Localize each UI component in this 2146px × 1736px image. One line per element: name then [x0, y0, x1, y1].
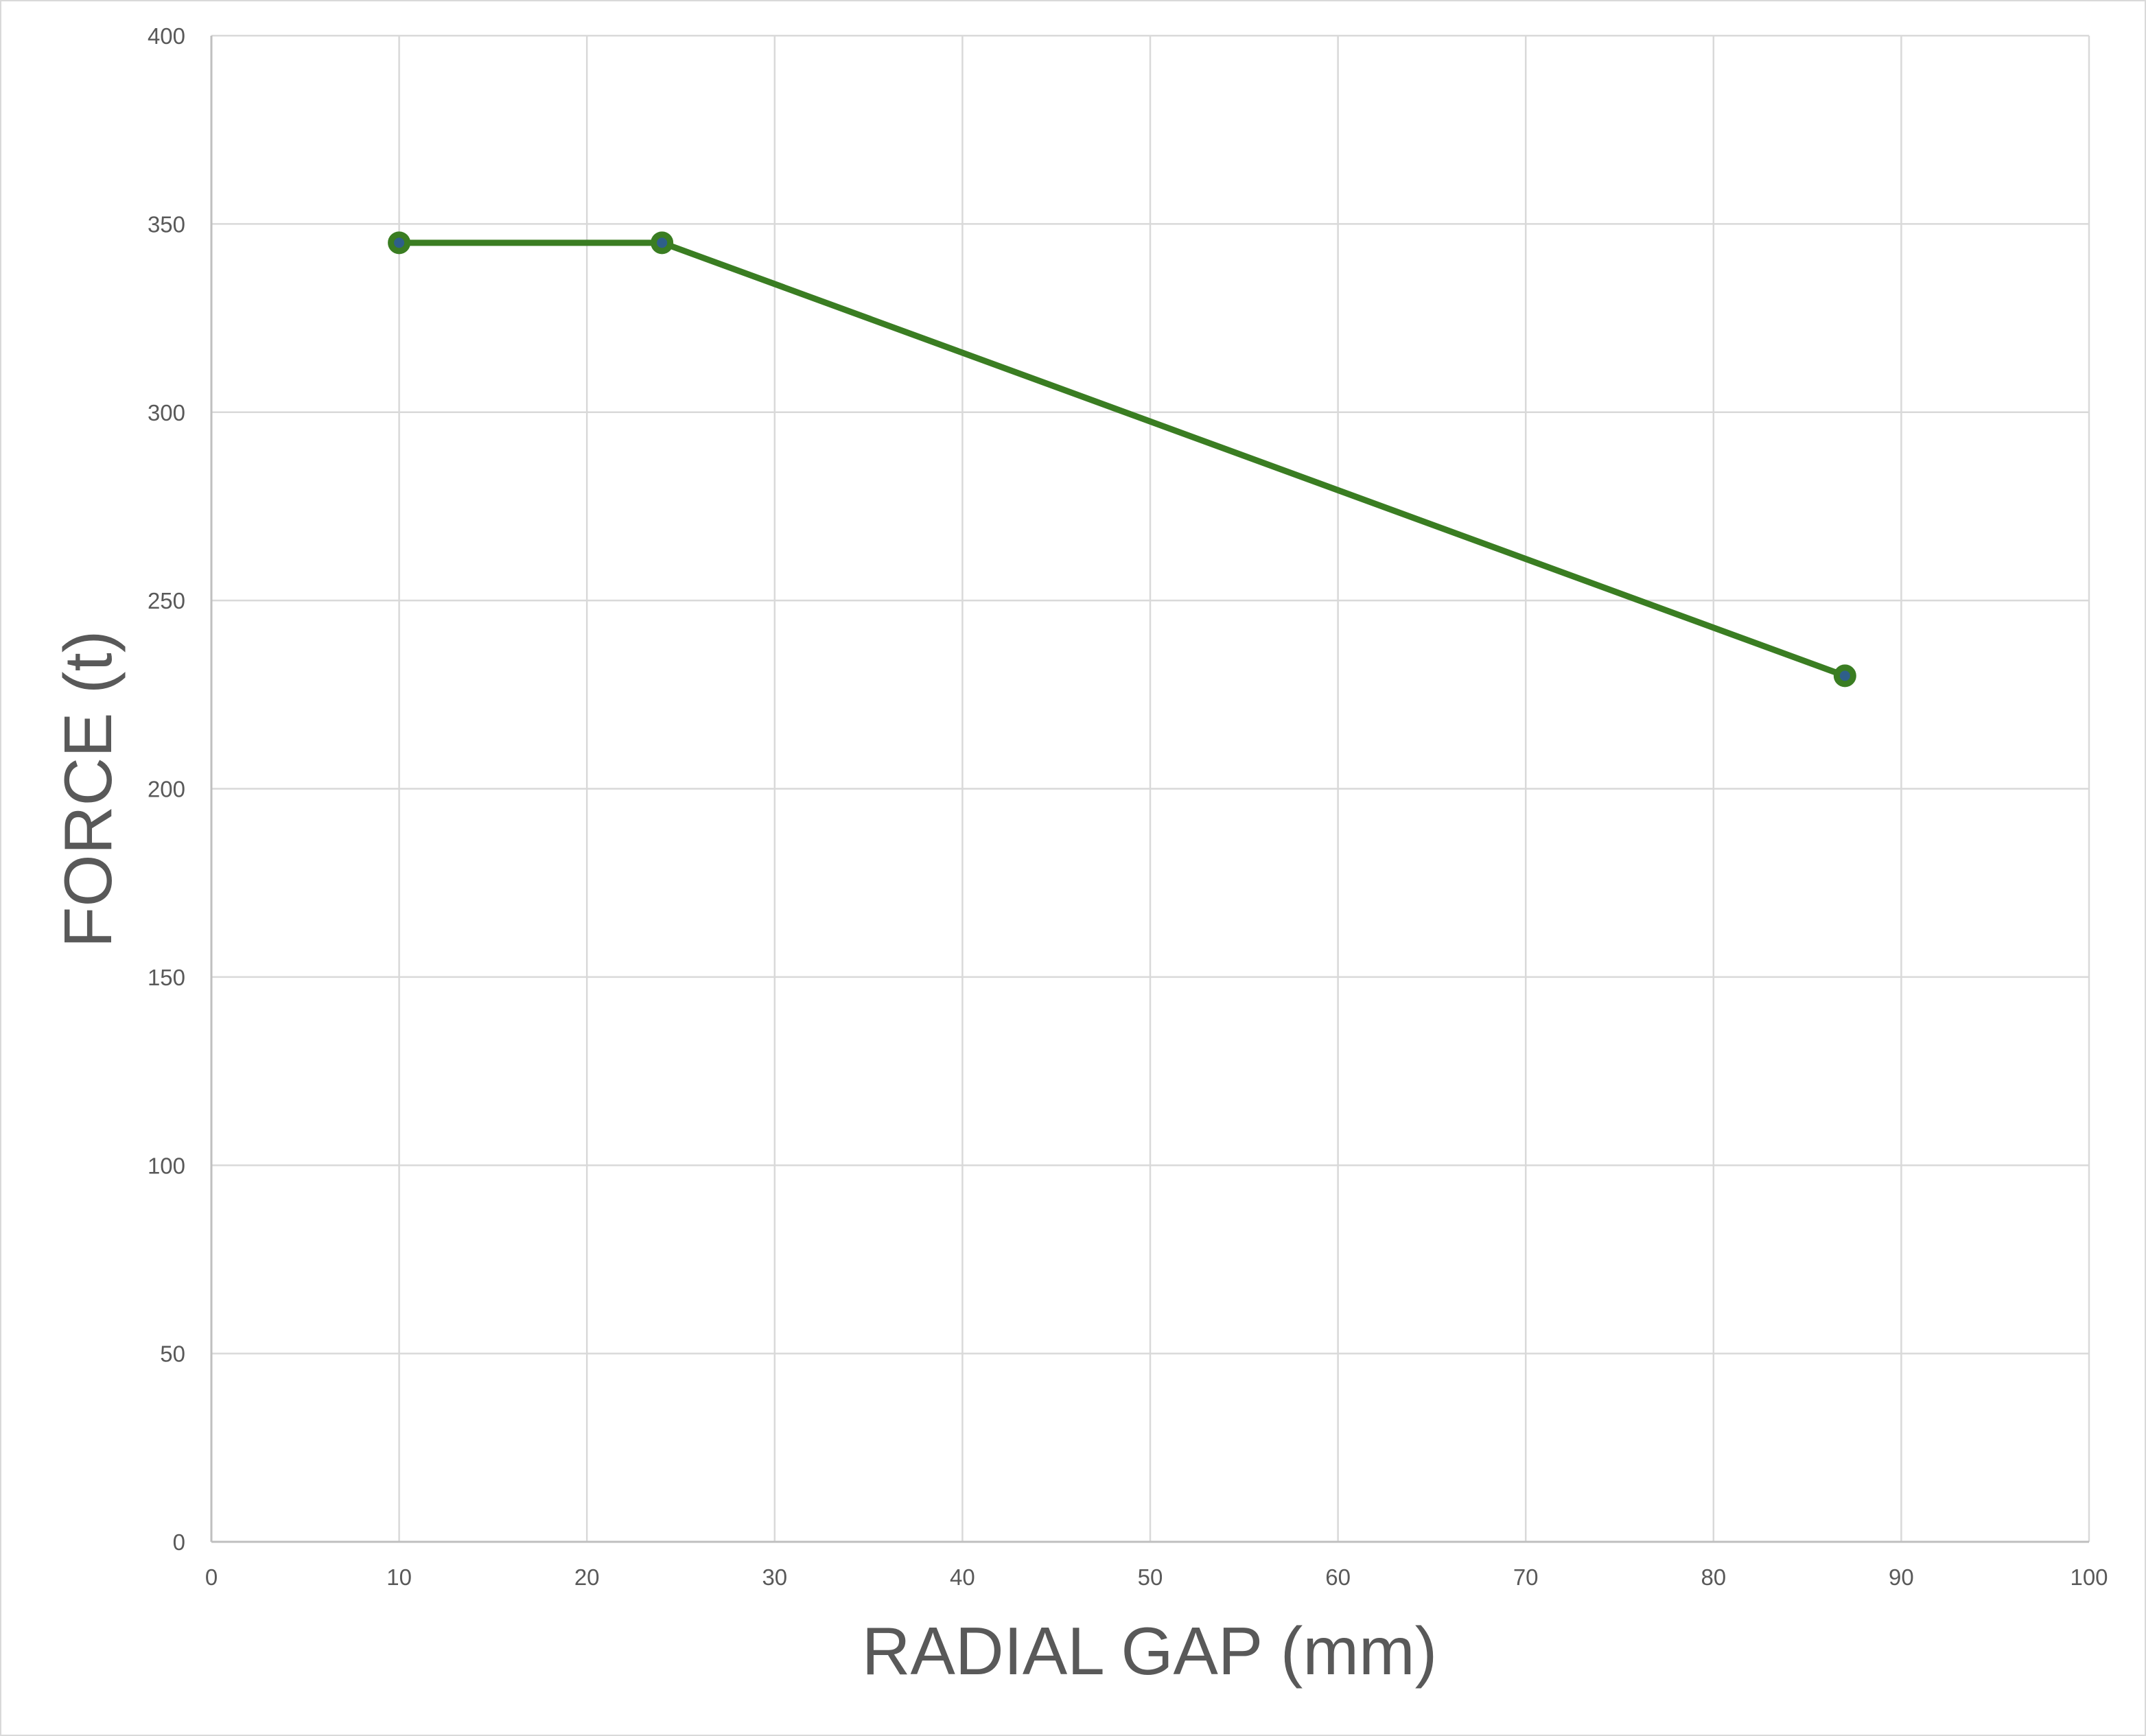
x-tick-label-80: 80 [1701, 1564, 1726, 1590]
x-tick-label-30: 30 [762, 1564, 787, 1590]
y-tick-label-250: 250 [148, 588, 185, 613]
y-tick-label-50: 50 [160, 1341, 185, 1367]
grid-lines [211, 34, 2090, 1542]
x-axis-title: RADIAL GAP (mm) [862, 1613, 1438, 1689]
data-point-2 [1833, 664, 1856, 688]
x-tick-label-90: 90 [1889, 1564, 1914, 1590]
data-point-0 [388, 231, 411, 255]
y-tick-label-100: 100 [148, 1153, 185, 1178]
x-tick-labels: 0 10 20 30 40 50 60 70 80 90 100 [205, 1564, 2108, 1590]
y-tick-label-200: 200 [148, 777, 185, 802]
axes [210, 36, 2089, 1543]
x-tick-label-0: 0 [205, 1564, 218, 1590]
x-tick-label-50: 50 [1138, 1564, 1163, 1590]
y-tick-label-150: 150 [148, 965, 185, 990]
y-tick-labels: 0 50 100 150 200 250 300 350 400 [148, 23, 185, 1555]
x-tick-label-100: 100 [2070, 1564, 2108, 1590]
series-line-0 [396, 239, 1848, 679]
y-tick-label-0: 0 [173, 1529, 185, 1555]
y-tick-label-300: 300 [148, 400, 185, 425]
series-markers [388, 231, 1856, 688]
x-tick-label-60: 60 [1325, 1564, 1351, 1590]
y-tick-label-350: 350 [148, 211, 185, 237]
series-lines [396, 239, 1848, 679]
x-tick-label-70: 70 [1513, 1564, 1539, 1590]
x-tick-label-20: 20 [574, 1564, 600, 1590]
x-tick-label-40: 40 [950, 1564, 975, 1590]
data-point-1 [651, 231, 674, 255]
y-axis-title: FORCE (t) [50, 631, 126, 948]
y-tick-label-400: 400 [148, 23, 185, 49]
x-tick-label-10: 10 [386, 1564, 412, 1590]
